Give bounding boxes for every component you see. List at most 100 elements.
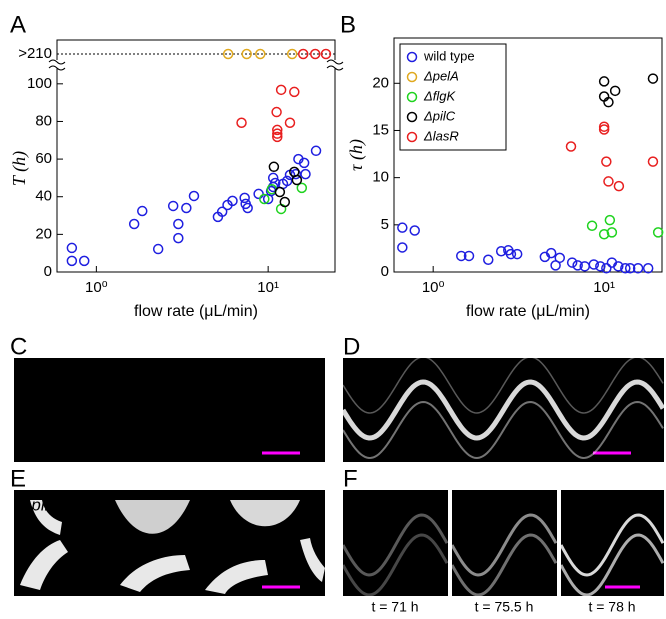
data-point bbox=[566, 257, 578, 268]
panel-letter: D bbox=[343, 333, 360, 360]
data-point bbox=[268, 161, 280, 173]
channel-wall bbox=[342, 356, 664, 414]
data-point bbox=[483, 254, 494, 265]
data-point bbox=[409, 225, 420, 236]
x-tick-label: 10¹ bbox=[593, 279, 615, 296]
y-tick-label: >210 bbox=[18, 45, 52, 62]
data-point bbox=[291, 174, 303, 186]
data-point bbox=[310, 145, 322, 157]
y-tick-label: 60 bbox=[35, 150, 52, 167]
axis-break-gap bbox=[53, 60, 61, 68]
panel-letter: A bbox=[10, 11, 26, 38]
data-point bbox=[632, 262, 644, 274]
data-point bbox=[598, 76, 610, 87]
plot-frame bbox=[56, 39, 336, 273]
micrograph-c bbox=[14, 358, 325, 462]
y-tick-label: 5 bbox=[381, 216, 389, 233]
data-point bbox=[320, 48, 332, 60]
data-point bbox=[167, 200, 179, 212]
data-point bbox=[242, 202, 253, 214]
data-point bbox=[297, 48, 309, 60]
y-axis-label: T (h) bbox=[9, 151, 30, 186]
data-point bbox=[227, 195, 238, 207]
time-label: t = 75.5 h bbox=[475, 599, 534, 615]
x-axis-label: flow rate (μL/min) bbox=[466, 303, 590, 320]
y-tick-label: 100 bbox=[27, 75, 52, 92]
data-point bbox=[274, 186, 286, 198]
data-point bbox=[296, 182, 308, 194]
data-point bbox=[595, 261, 606, 272]
time-label: t = 78 h bbox=[588, 599, 635, 615]
biofilm-e bbox=[20, 500, 325, 594]
data-point bbox=[572, 260, 583, 271]
legend-box bbox=[399, 43, 507, 151]
data-point bbox=[511, 248, 523, 260]
data-point bbox=[241, 48, 252, 60]
data-point bbox=[222, 48, 234, 60]
data-point bbox=[495, 245, 507, 257]
x-tick-label: 10⁰ bbox=[85, 279, 108, 296]
data-point bbox=[463, 250, 475, 262]
y-axis-label: τ (h) bbox=[346, 139, 367, 171]
data-point bbox=[456, 250, 467, 262]
data-point bbox=[152, 243, 164, 255]
legend-marker bbox=[406, 131, 418, 143]
data-point bbox=[259, 193, 270, 205]
data-point bbox=[609, 85, 621, 97]
data-point bbox=[239, 192, 250, 204]
channel-wall bbox=[341, 513, 449, 577]
legend-label: ΔflgK bbox=[423, 88, 456, 103]
data-point bbox=[586, 220, 598, 232]
micrograph-f1 bbox=[343, 490, 448, 596]
data-point bbox=[397, 222, 408, 233]
data-point bbox=[397, 242, 408, 253]
data-point bbox=[253, 188, 264, 200]
data-point bbox=[286, 48, 298, 60]
y-tick-label: 0 bbox=[381, 263, 389, 280]
channel-wall bbox=[342, 400, 664, 460]
channel-wall bbox=[559, 513, 665, 577]
axis-break-mark bbox=[326, 59, 344, 71]
data-point bbox=[606, 227, 618, 238]
y-tick-label: 40 bbox=[35, 188, 52, 205]
data-point bbox=[604, 214, 616, 226]
x-tick-label: 10⁰ bbox=[422, 279, 445, 296]
data-point bbox=[603, 96, 614, 108]
data-point bbox=[173, 218, 184, 230]
data-point bbox=[272, 128, 283, 139]
data-point bbox=[270, 177, 281, 189]
data-point bbox=[647, 156, 659, 167]
data-point bbox=[281, 175, 293, 187]
legend-marker bbox=[406, 91, 418, 103]
data-point bbox=[309, 48, 321, 60]
channel-wall bbox=[450, 533, 558, 597]
channel-wall bbox=[340, 379, 666, 441]
strain-label: ΔpelA bbox=[19, 363, 65, 382]
legend-marker bbox=[406, 51, 418, 63]
y-tick-label: 10 bbox=[372, 169, 389, 186]
data-point bbox=[272, 131, 283, 143]
data-point bbox=[300, 168, 311, 180]
panel-letter: C bbox=[10, 333, 27, 360]
panel-letter: E bbox=[10, 465, 26, 492]
data-point bbox=[598, 121, 610, 132]
x-tick-label: 10¹ bbox=[257, 279, 279, 296]
y-tick-label: 20 bbox=[372, 74, 389, 91]
data-point bbox=[642, 262, 654, 274]
data-point bbox=[181, 202, 192, 214]
y-tick-label: 80 bbox=[35, 112, 52, 129]
axis-break-mark bbox=[48, 59, 66, 71]
data-point bbox=[598, 229, 610, 240]
data-point bbox=[173, 232, 184, 244]
data-point bbox=[236, 117, 247, 129]
legend-marker bbox=[406, 111, 418, 123]
data-point bbox=[588, 259, 600, 270]
plot-frame bbox=[393, 37, 663, 273]
data-point bbox=[279, 196, 291, 208]
legend-label: ΔpelA bbox=[423, 68, 459, 83]
data-point bbox=[565, 141, 577, 152]
x-axis-label: flow rate (μL/min) bbox=[134, 303, 258, 320]
data-point bbox=[272, 124, 283, 136]
panel-letter: B bbox=[340, 11, 356, 38]
